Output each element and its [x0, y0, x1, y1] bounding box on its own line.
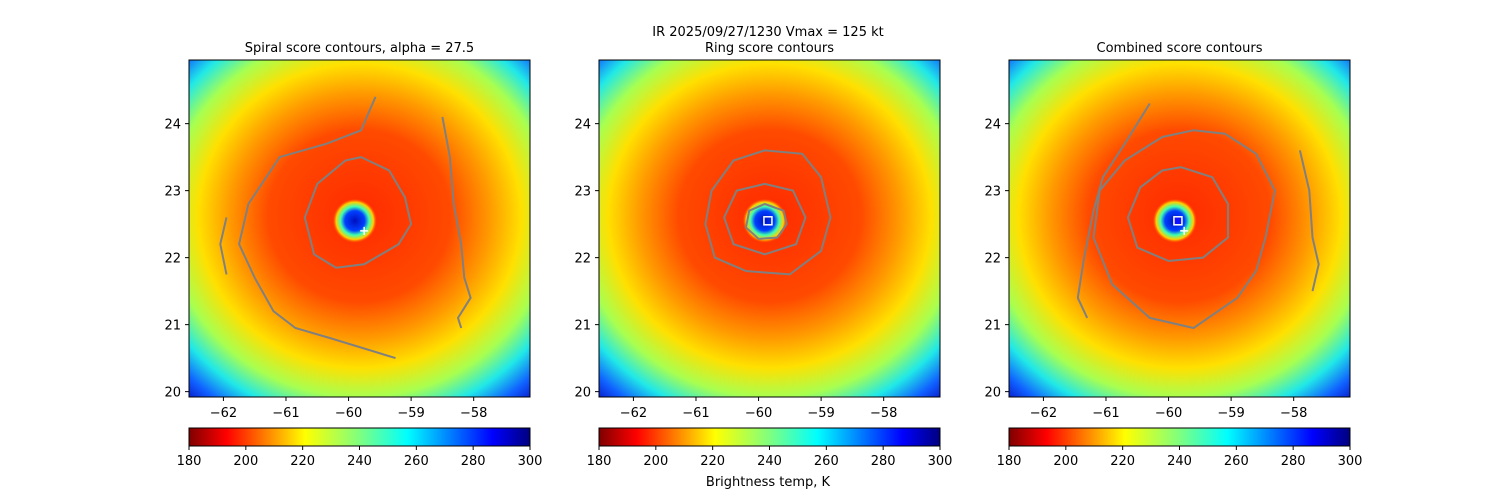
contour-ring-outer [704, 149, 832, 276]
colorbar-tick-label: 300 [928, 454, 953, 469]
y-tick-label: 23 [574, 185, 591, 200]
colorbar-tick-label: 180 [177, 454, 202, 469]
best-track-plus-marker [1180, 226, 1189, 235]
contour-outer [238, 96, 396, 360]
best-track-plus-marker [360, 226, 369, 235]
x-tick-label: −58 [460, 406, 487, 421]
y-tick-label: 24 [574, 118, 591, 133]
x-tick-label: −58 [870, 406, 897, 421]
colorbar-tick-label: 280 [1281, 454, 1306, 469]
x-tick-label: −62 [210, 406, 237, 421]
x-tick-label: −62 [1030, 406, 1057, 421]
axes-frame [598, 59, 941, 398]
colorbar-tick-label: 220 [1110, 454, 1135, 469]
x-tick-label: −59 [807, 406, 834, 421]
axes-frame [188, 59, 531, 398]
panel-title: Ring score contours [705, 41, 834, 56]
x-tick-label: −59 [1217, 406, 1244, 421]
x-tick-label: −61 [682, 406, 709, 421]
ir-imagery [599, 60, 940, 397]
center-square-marker [1173, 216, 1183, 226]
center-square-marker [763, 216, 773, 226]
colorbar-tick-label: 180 [997, 454, 1022, 469]
colorbar-tick-label: 280 [461, 454, 486, 469]
y-tick-label: 23 [164, 185, 181, 200]
y-tick-label: 21 [574, 319, 591, 334]
y-tick-label: 24 [164, 118, 181, 133]
colorbar-tick-label: 200 [1053, 454, 1078, 469]
colorbar-tick-label: 240 [1167, 454, 1192, 469]
colorbar-label: Brightness temp, K [706, 475, 831, 490]
x-tick-label: −60 [1155, 406, 1182, 421]
contour-outer-east [441, 116, 472, 329]
suptitle: IR 2025/09/27/1230 Vmax = 125 kt [652, 25, 883, 40]
x-tick-label: −61 [1092, 406, 1119, 421]
y-tick-label: 22 [164, 252, 181, 267]
panel-title: Spiral score contours, alpha = 27.5 [245, 41, 474, 56]
panel-2: Ring score contours −62 −61 −60 −59 −58 20 21 22… [574, 41, 953, 469]
y-tick-label: 21 [984, 319, 1001, 334]
y-tick-label: 20 [574, 386, 591, 401]
contour-outer [1092, 129, 1276, 330]
x-tick-label: −59 [397, 406, 424, 421]
contour-inner [1126, 166, 1229, 263]
colorbar [598, 427, 941, 447]
colorbar-tick-label: 240 [757, 454, 782, 469]
colorbar-tick-label: 260 [404, 454, 429, 469]
colorbar-tick-label: 280 [871, 454, 896, 469]
colorbar-tick-label: 220 [290, 454, 315, 469]
contour-ring-mid [723, 182, 807, 256]
contour-ring-inner [744, 202, 788, 240]
y-tick-label: 20 [164, 386, 181, 401]
y-tick-label: 21 [164, 319, 181, 334]
y-tick-label: 23 [984, 185, 1001, 200]
panel-1: Spiral score contours, alpha = 27.5 −62 −6… [164, 41, 543, 469]
colorbar-tick-label: 180 [587, 454, 612, 469]
x-tick-label: −62 [620, 406, 647, 421]
colorbar-tick-label: 240 [347, 454, 372, 469]
x-tick-label: −58 [1280, 406, 1307, 421]
contour-east-arm [1298, 150, 1320, 292]
x-tick-label: −61 [272, 406, 299, 421]
contour-west-tail [219, 217, 228, 275]
x-tick-label: −60 [335, 406, 362, 421]
y-tick-label: 24 [984, 118, 1001, 133]
colorbar-tick-label: 300 [1338, 454, 1363, 469]
contour-inner [303, 156, 413, 269]
panel-3: Combined score contours −62 −61 −60 −59 −58 20… [984, 41, 1363, 469]
axes-frame [1008, 59, 1351, 398]
y-tick-label: 20 [984, 386, 1001, 401]
contour-west-arm [1076, 102, 1151, 319]
ir-imagery [1009, 60, 1350, 397]
colorbar [188, 427, 531, 447]
y-tick-label: 22 [574, 252, 591, 267]
colorbar-tick-label: 220 [700, 454, 725, 469]
colorbar [1008, 427, 1351, 447]
y-tick-label: 22 [984, 252, 1001, 267]
colorbar-tick-label: 300 [518, 454, 543, 469]
panel-title: Combined score contours [1097, 41, 1263, 56]
colorbar-tick-label: 200 [233, 454, 258, 469]
colorbar-tick-label: 200 [643, 454, 668, 469]
colorbar-tick-label: 260 [1224, 454, 1249, 469]
x-tick-label: −60 [745, 406, 772, 421]
colorbar-tick-label: 260 [814, 454, 839, 469]
